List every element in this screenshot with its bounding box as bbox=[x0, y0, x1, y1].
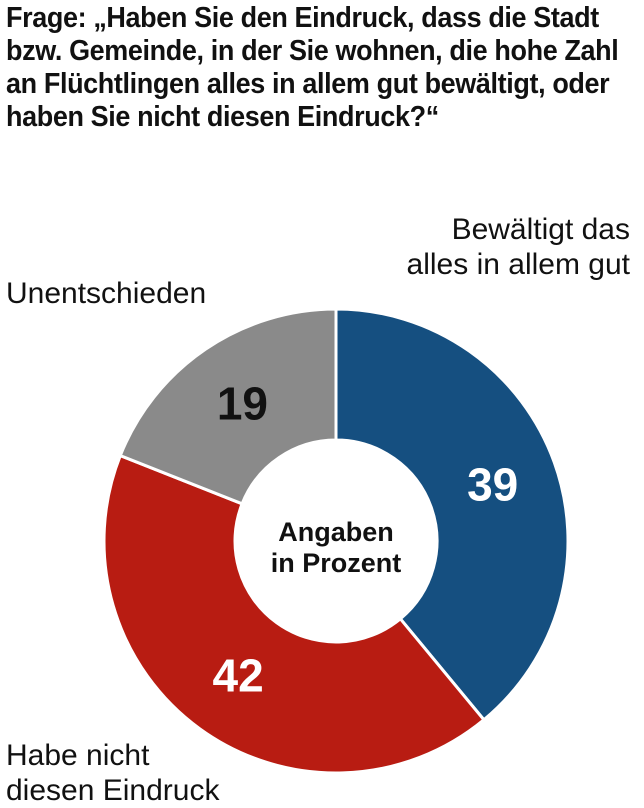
slice-label-undecided-line-1: Unentschieden bbox=[6, 277, 207, 310]
donut-slices bbox=[102, 307, 570, 775]
slice-not bbox=[102, 453, 486, 775]
center-label-line-1: Angaben bbox=[278, 517, 394, 547]
slice-label-good: Bewältigt das alles in allem gut bbox=[407, 212, 630, 282]
donut-value-labels: 39 42 19 bbox=[213, 377, 519, 701]
slice-label-not-line-1: Habe nicht bbox=[6, 739, 150, 772]
slice-label-good-line-1: Bewältigt das bbox=[451, 213, 630, 246]
slice-good-value: 39 bbox=[467, 459, 518, 511]
slice-label-not-line-2: diesen Eindruck bbox=[6, 774, 220, 807]
slice-label-undecided: Unentschieden bbox=[6, 276, 206, 311]
slice-good bbox=[334, 307, 570, 722]
slice-label-not: Habe nicht diesen Eindruck bbox=[6, 738, 219, 808]
slice-label-good-line-2: alles in allem gut bbox=[406, 248, 630, 281]
slice-undecided bbox=[118, 307, 338, 506]
slice-not-value: 42 bbox=[213, 650, 264, 702]
center-label-line-2: in Prozent bbox=[271, 548, 402, 578]
slice-undecided-value: 19 bbox=[217, 377, 268, 429]
question-text: Frage: „Haben Sie den Eindruck, dass die… bbox=[6, 2, 619, 133]
